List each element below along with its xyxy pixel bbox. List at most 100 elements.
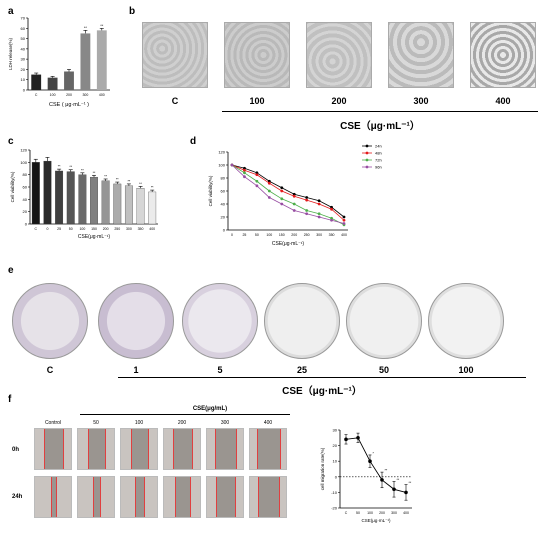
chart-f-ylabel: cell migration rate(%) [320,447,325,490]
chart-a-xtick-label-4: 400 [99,93,105,97]
chart-a-ytick-label-2: 20 [21,67,26,72]
chart-d-point-96h-8 [330,218,333,222]
panel-e-label-100: 100 [458,365,474,375]
chart-f-ytick-label-1: -10 [331,490,338,495]
panel-label-d: d [190,136,197,147]
chart-d-point-96h-9 [342,222,346,225]
chart-a-xtick-label-0: C [35,93,38,97]
chart-c-ytick-label-4: 80 [23,172,28,177]
chart-c-star-8: ** [128,179,131,183]
wound-image-0h-2 [120,428,158,470]
chart-d-xtick-label-8: 350 [329,233,335,237]
chart-d-xtick-label-2: 50 [255,233,259,237]
chart-a-ytick-label-3: 30 [21,57,26,62]
panel-f-col-300: 300 [220,420,230,426]
panel-b-label-400: 400 [495,96,511,106]
chart-c-xtick-label-10: 400 [149,227,155,231]
chart-d-point-48h-7 [317,202,321,206]
chart-d-series-line-48h [231,164,345,221]
wound-image-24h-4 [206,476,244,518]
chart-f-star-3: ** [385,469,388,473]
wound-image-0h-3 [163,428,201,470]
chart-d-point-72h-6 [305,209,309,212]
chart-d-ytick-label-3: 60 [221,189,226,194]
chart-c-ylabel: Cell viability(%) [10,171,15,202]
chart-d-xtick-label-1: 25 [242,233,246,237]
panel-f-title: CSE(μg/mL) [192,406,228,412]
chart-d-ytick-label-4: 80 [221,176,226,181]
chart-c-star-3: ** [69,165,72,169]
chart-c-xtick-label-9: 350 [138,227,144,231]
chart-f-line [345,437,407,493]
chart-d-ytick-label-0: 0 [223,228,226,233]
panel-b-bracket [222,111,538,112]
chart-f-ytick-label-2: 0 [335,474,338,479]
chart-d-xtick-label-9: 400 [341,233,347,237]
panel-label-f: f [8,394,12,405]
panel-label-e: e [8,265,14,276]
chart-c-xtick-label-8: 300 [126,227,132,231]
chart-d-legend-label-48h: 48h [375,151,382,156]
chart-a-star-3: ** [84,25,88,30]
chart-a-xlabel: CSE ( μg·mL⁻¹ ) [49,102,89,108]
panel-f-row-0h: 0h [12,447,20,453]
chart-d-point-72h-4 [280,197,284,201]
chart-f-point-4 [392,487,396,492]
chart-d-point-48h-4 [280,189,284,193]
chart-a-ytick-label-7: 70 [21,16,26,21]
chart-c-star-2: ** [58,165,61,169]
panel-label-a: a [8,6,14,17]
chart-d-point-24h-3 [267,179,271,183]
chart-c-xtick-label-0: C [35,227,38,231]
panel-e-label-c: C [46,365,54,375]
chart-c-ytick-label-6: 120 [20,148,27,153]
chart-a-bar-1 [47,77,58,90]
chart-c-ytick-label-1: 20 [23,209,28,214]
chart-c-star-6: ** [104,174,107,178]
chart-c-xlabel: CSE(μg·mL⁻¹) [78,234,111,240]
chart-d-ytick-label-5: 100 [218,163,225,168]
chart-d-ytick-label-1: 20 [221,215,226,220]
chart-c-star-4: ** [81,168,84,172]
chart-d-point-24h-5 [292,192,296,196]
panel-e-label-5: 5 [217,365,223,375]
chart-d-xtick-label-0: 0 [231,233,233,237]
dish-25 [264,283,340,359]
chart-d-legend-marker-48h [365,151,369,155]
chart-c-xtick-label-2: 25 [57,227,61,231]
chart-d-point-72h-3 [267,189,271,193]
micrograph-100 [224,22,290,88]
panel-e-label-1: 1 [133,365,139,375]
panel-f-col-100: 100 [134,420,144,426]
chart-d-point-48h-1 [243,168,246,172]
dish-100 [428,283,504,359]
chart-a-xtick-label-1: 100 [50,93,56,97]
chart-a-bar-0 [31,74,42,90]
micrograph-200 [306,22,372,88]
panel-b-label-200: 200 [331,96,347,106]
chart-d-legend-marker-72h [365,158,369,162]
chart-d-legend-marker-96h [365,165,369,169]
micrograph-300 [388,22,454,88]
chart-d-point-72h-7 [317,212,321,216]
chart-d-point-24h-8 [330,205,333,209]
chart-f-xtick-label-0: C [345,511,348,515]
panel-b-label-c: C [171,96,179,106]
panel-e-label-50: 50 [378,365,389,375]
chart-a-xtick-label-2: 200 [66,93,72,97]
panel-f-col-control: Control [44,420,62,426]
panel-b-label-300: 300 [413,96,429,106]
chart-d-xtick-label-6: 250 [304,233,310,237]
chart-d-point-48h-2 [255,173,259,177]
chart-d-xlabel: CSE(μg·mL⁻¹) [272,241,305,247]
chart-d-xtick-label-4: 150 [279,233,285,237]
panel-b-label-100: 100 [249,96,265,106]
wound-image-0h-5 [249,428,287,470]
chart-a-ytick-label-0: 0 [23,88,26,93]
chart-d-ylabel: Cell viability(%) [208,175,213,206]
chart-c-star-9: ** [139,182,142,186]
chart-a-bar-4 [96,30,107,90]
chart-d-xtick-label-3: 100 [266,233,272,237]
